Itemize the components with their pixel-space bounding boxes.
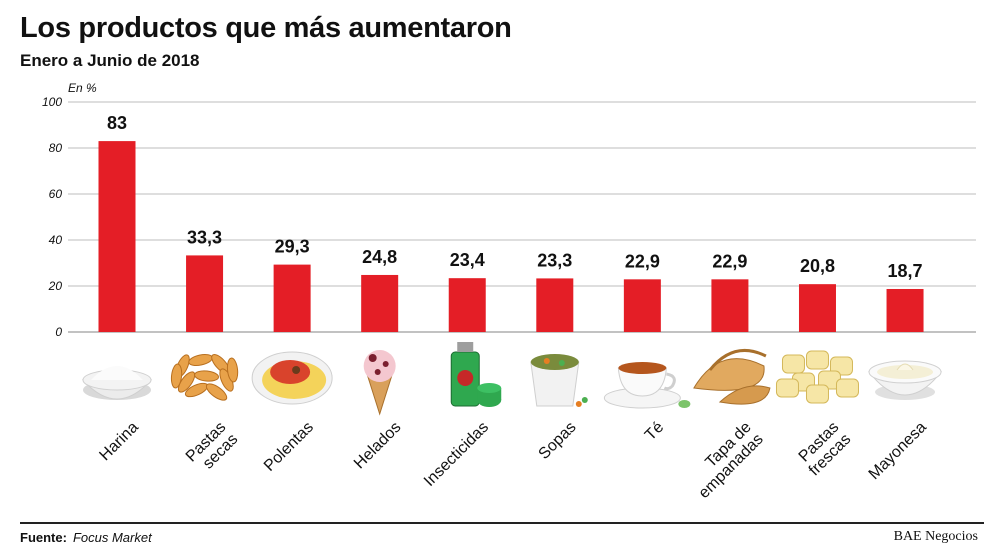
y-tick-label: 0	[55, 325, 62, 339]
category-label: Pastassecas	[183, 419, 242, 478]
footer-divider	[20, 522, 984, 524]
product-icons	[81, 342, 943, 416]
bar	[361, 274, 399, 332]
y-tick-label: 80	[49, 141, 63, 155]
category-label: Helados	[351, 419, 405, 473]
category-label: Mayonesa	[866, 419, 930, 483]
bar	[711, 279, 749, 332]
category-label: Harina	[96, 419, 141, 464]
chart-title: Los productos que más aumentaron	[20, 12, 512, 44]
category-label: Sopas	[536, 419, 580, 463]
unit-label: En %	[68, 81, 97, 95]
bar-chart: 0 20 40 60 80 100 En % 83 33,3 29,3 24,8 23,4 23,3…	[42, 81, 976, 502]
data-label: 83	[107, 113, 127, 133]
data-label: 22,9	[625, 251, 660, 271]
data-label: 29,3	[275, 237, 310, 257]
bar	[186, 255, 224, 332]
source-label: Fuente:	[20, 530, 67, 545]
data-label: 23,4	[450, 250, 485, 270]
y-axis-ticks: 0 20 40 60 80 100	[42, 95, 62, 339]
flour-bowl-icon	[81, 366, 153, 400]
data-label: 23,3	[537, 250, 572, 270]
bars	[98, 141, 924, 332]
bar	[98, 141, 136, 332]
empanada-icon	[693, 348, 771, 405]
tea-cup-icon	[603, 362, 691, 409]
y-tick-label: 20	[48, 279, 63, 293]
data-label: 22,9	[712, 251, 747, 271]
category-label: Polentas	[261, 419, 317, 475]
data-label: 33,3	[187, 227, 222, 247]
y-tick-label: 100	[42, 95, 62, 109]
data-label: 18,7	[888, 261, 923, 281]
bar	[448, 278, 486, 332]
bar	[536, 278, 574, 332]
category-label: Té	[642, 419, 667, 444]
category-labels: Harina Pastassecas Polentas Helados Insectic…	[96, 419, 929, 502]
chart-subtitle: Enero a Junio de 2018	[20, 51, 200, 70]
bar	[273, 264, 311, 332]
soup-cup-icon	[530, 354, 588, 407]
data-label: 20,8	[800, 256, 835, 276]
category-label: Tapa deempanadas	[684, 419, 767, 502]
y-tick-label: 60	[49, 187, 63, 201]
bar	[886, 288, 924, 332]
polenta-plate-icon	[251, 351, 333, 405]
category-label: Pastasfrescas	[794, 419, 855, 480]
mayonnaise-bowl-icon	[868, 360, 943, 400]
bar	[798, 284, 836, 332]
source-value: Focus Market	[72, 530, 152, 545]
brand-credit: BAE Negocios	[893, 529, 978, 544]
data-label: 24,8	[362, 247, 397, 267]
fusilli-pasta-icon	[170, 353, 239, 401]
source-note: Fuente: Focus Market	[20, 530, 152, 545]
category-label: Insecticidas	[421, 419, 492, 490]
ice-cream-cone-icon	[363, 350, 396, 416]
value-labels: 83 33,3 29,3 24,8 23,4 23,3 22,9 22,9 20,8 18,7	[107, 113, 923, 281]
insecticide-can-icon	[450, 342, 502, 407]
bar	[623, 279, 661, 332]
ravioli-icon	[775, 350, 859, 404]
y-tick-label: 40	[49, 233, 63, 247]
